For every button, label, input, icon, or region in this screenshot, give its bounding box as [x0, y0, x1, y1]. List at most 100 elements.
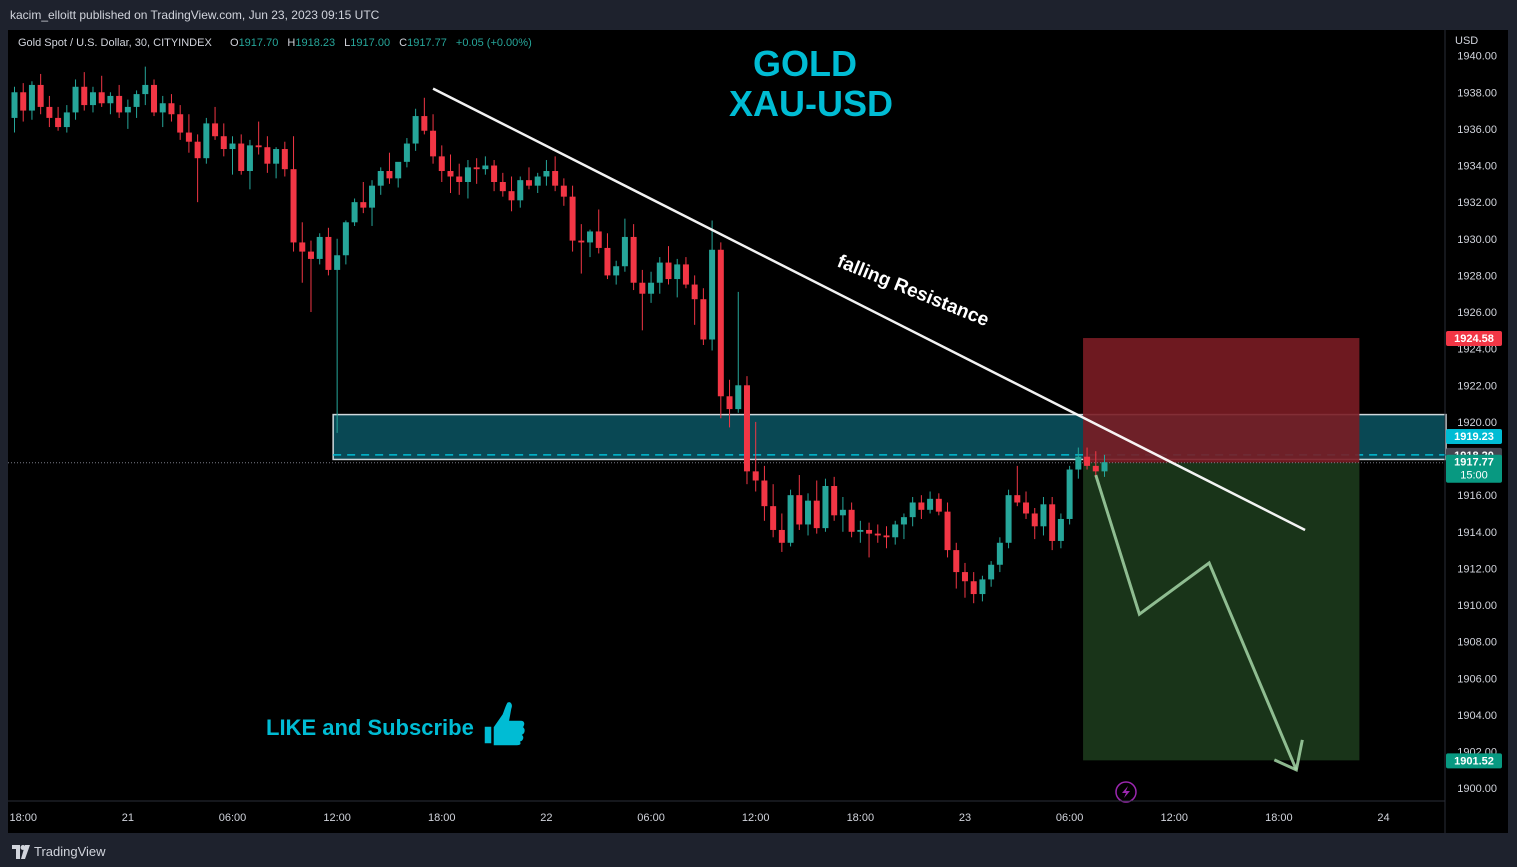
candle[interactable] — [805, 493, 812, 536]
candle[interactable] — [403, 138, 410, 168]
candle[interactable] — [743, 376, 750, 485]
candle[interactable] — [1049, 496, 1056, 551]
candle[interactable] — [255, 121, 262, 155]
candle[interactable] — [735, 291, 742, 413]
candle[interactable] — [325, 227, 332, 276]
candle[interactable] — [752, 421, 759, 492]
candle[interactable] — [761, 465, 768, 521]
candle[interactable] — [1023, 491, 1030, 519]
candle[interactable] — [892, 520, 899, 545]
candle[interactable] — [63, 105, 70, 133]
candle[interactable] — [770, 484, 777, 538]
candle[interactable] — [246, 139, 253, 190]
candle[interactable] — [81, 72, 88, 111]
candle[interactable] — [648, 271, 655, 303]
candle[interactable] — [290, 136, 297, 252]
candle[interactable] — [927, 491, 934, 514]
candle[interactable] — [281, 141, 288, 177]
stop-zone[interactable] — [1083, 338, 1360, 463]
candle[interactable] — [386, 152, 393, 184]
candle[interactable] — [961, 562, 968, 598]
candle[interactable] — [569, 185, 576, 252]
candle[interactable] — [639, 269, 646, 331]
candle[interactable] — [464, 160, 471, 199]
candle[interactable] — [909, 496, 916, 527]
candle[interactable] — [979, 575, 986, 602]
candle[interactable] — [726, 379, 733, 428]
candle[interactable] — [438, 145, 445, 183]
candle[interactable] — [37, 73, 44, 115]
candle[interactable] — [351, 198, 358, 226]
candle[interactable] — [482, 156, 489, 175]
candle[interactable] — [151, 79, 158, 117]
candle[interactable] — [935, 493, 942, 516]
candle[interactable] — [421, 97, 428, 135]
candle[interactable] — [848, 502, 855, 538]
candle[interactable] — [953, 542, 960, 589]
candle[interactable] — [133, 90, 140, 118]
candle[interactable] — [264, 136, 271, 173]
price-scale[interactable]: USD 1940.00 1938.00 1936.00 1934.00 1932.00 1… — [1455, 35, 1497, 795]
candle[interactable] — [194, 134, 201, 203]
candle[interactable] — [630, 224, 637, 291]
candle[interactable] — [831, 476, 838, 521]
candle[interactable] — [20, 83, 27, 122]
candle[interactable] — [552, 156, 559, 192]
candle[interactable] — [543, 160, 550, 186]
candle[interactable] — [587, 229, 594, 258]
candle[interactable] — [159, 95, 166, 128]
candle[interactable] — [874, 524, 881, 543]
candle[interactable] — [839, 496, 846, 532]
candle[interactable] — [395, 161, 402, 188]
candle[interactable] — [1057, 513, 1064, 549]
candle[interactable] — [595, 209, 602, 254]
candle[interactable] — [970, 572, 977, 604]
candle[interactable] — [778, 513, 785, 552]
candle[interactable] — [796, 475, 803, 530]
candle[interactable] — [709, 220, 716, 351]
candle[interactable] — [72, 79, 79, 120]
candle[interactable] — [534, 172, 541, 193]
candle[interactable] — [1031, 507, 1038, 540]
candle[interactable] — [46, 95, 53, 128]
candle[interactable] — [369, 180, 376, 226]
candle[interactable] — [656, 257, 663, 294]
candle[interactable] — [665, 246, 672, 285]
candlestick-chart[interactable]: Gold Spot / U.S. Dollar, 30, CITYINDEX O… — [8, 30, 1508, 833]
candle[interactable] — [857, 520, 864, 543]
candle[interactable] — [220, 123, 227, 157]
candle[interactable] — [430, 114, 437, 164]
candle[interactable] — [691, 275, 698, 325]
candle[interactable] — [107, 92, 114, 115]
candle[interactable] — [517, 176, 524, 208]
candle[interactable] — [787, 489, 794, 547]
target-zone[interactable] — [1083, 462, 1360, 761]
candle[interactable] — [604, 233, 611, 280]
candle[interactable] — [1075, 447, 1082, 479]
candle[interactable] — [334, 238, 341, 433]
candle[interactable] — [229, 136, 236, 175]
candle[interactable] — [1040, 496, 1047, 536]
candle[interactable] — [307, 240, 314, 313]
candle[interactable] — [11, 86, 18, 133]
candle[interactable] — [273, 147, 280, 179]
candle[interactable] — [499, 172, 506, 197]
candle[interactable] — [900, 513, 907, 540]
candle[interactable] — [866, 522, 873, 558]
candle[interactable] — [168, 94, 175, 122]
candle[interactable] — [1092, 451, 1099, 477]
time-scale[interactable]: 18:00 21 06:00 12:00 18:00 22 06:00 12:00 18:00 2… — [9, 812, 1389, 824]
candle[interactable] — [89, 86, 96, 113]
candle[interactable] — [316, 233, 323, 265]
candle[interactable] — [813, 480, 820, 534]
candle[interactable] — [185, 114, 192, 153]
candle[interactable] — [613, 260, 620, 285]
candle[interactable] — [342, 220, 349, 265]
candle[interactable] — [1014, 465, 1021, 507]
candle[interactable] — [98, 75, 105, 107]
candle[interactable] — [203, 117, 210, 164]
candle[interactable] — [621, 218, 628, 272]
candle[interactable] — [578, 224, 585, 274]
candle[interactable] — [525, 167, 532, 190]
candle[interactable] — [238, 134, 245, 175]
